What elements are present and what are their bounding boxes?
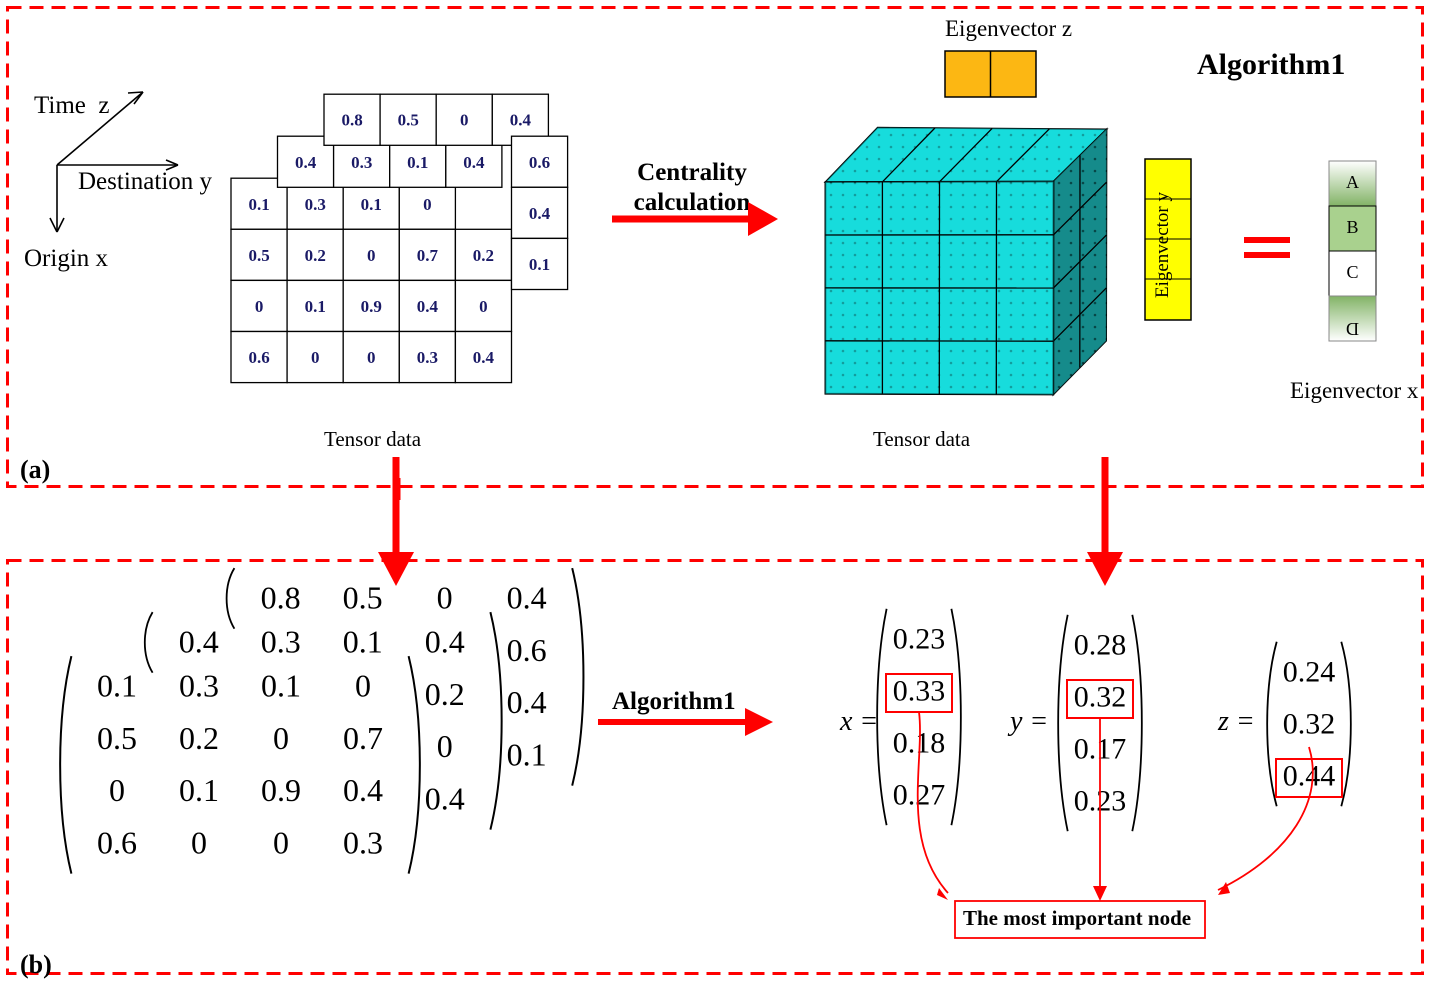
svg-text:0.3: 0.3 xyxy=(305,195,326,214)
svg-text:0.7: 0.7 xyxy=(417,246,439,265)
svg-text:0.4: 0.4 xyxy=(473,348,495,367)
svg-text:0.2: 0.2 xyxy=(473,246,494,265)
svg-text:0.3: 0.3 xyxy=(351,153,372,172)
svg-text:0.9: 0.9 xyxy=(361,297,382,316)
svg-text:0.3: 0.3 xyxy=(417,348,438,367)
svg-text:0: 0 xyxy=(311,348,320,367)
svg-text:0.4: 0.4 xyxy=(463,153,485,172)
svg-text:0.6: 0.6 xyxy=(248,348,269,367)
svg-text:0.5: 0.5 xyxy=(248,246,269,265)
svg-text:0.6: 0.6 xyxy=(529,153,550,172)
svg-text:0.1: 0.1 xyxy=(529,255,550,274)
svg-text:0: 0 xyxy=(367,348,376,367)
svg-text:0.4: 0.4 xyxy=(510,111,532,130)
svg-text:0.1: 0.1 xyxy=(248,195,269,214)
svg-text:0.4: 0.4 xyxy=(295,153,317,172)
svg-text:0.1: 0.1 xyxy=(407,153,428,172)
svg-text:0.8: 0.8 xyxy=(341,111,362,130)
svg-text:0.1: 0.1 xyxy=(305,297,326,316)
svg-text:0.4: 0.4 xyxy=(529,204,551,223)
svg-text:0: 0 xyxy=(479,297,488,316)
svg-text:0.1: 0.1 xyxy=(361,195,382,214)
svg-text:0: 0 xyxy=(255,297,264,316)
svg-text:0: 0 xyxy=(460,111,469,130)
svg-text:0.2: 0.2 xyxy=(305,246,326,265)
svg-text:0.5: 0.5 xyxy=(398,111,419,130)
svg-text:0: 0 xyxy=(423,195,432,214)
svg-text:0.4: 0.4 xyxy=(417,297,439,316)
svg-text:0: 0 xyxy=(367,246,376,265)
